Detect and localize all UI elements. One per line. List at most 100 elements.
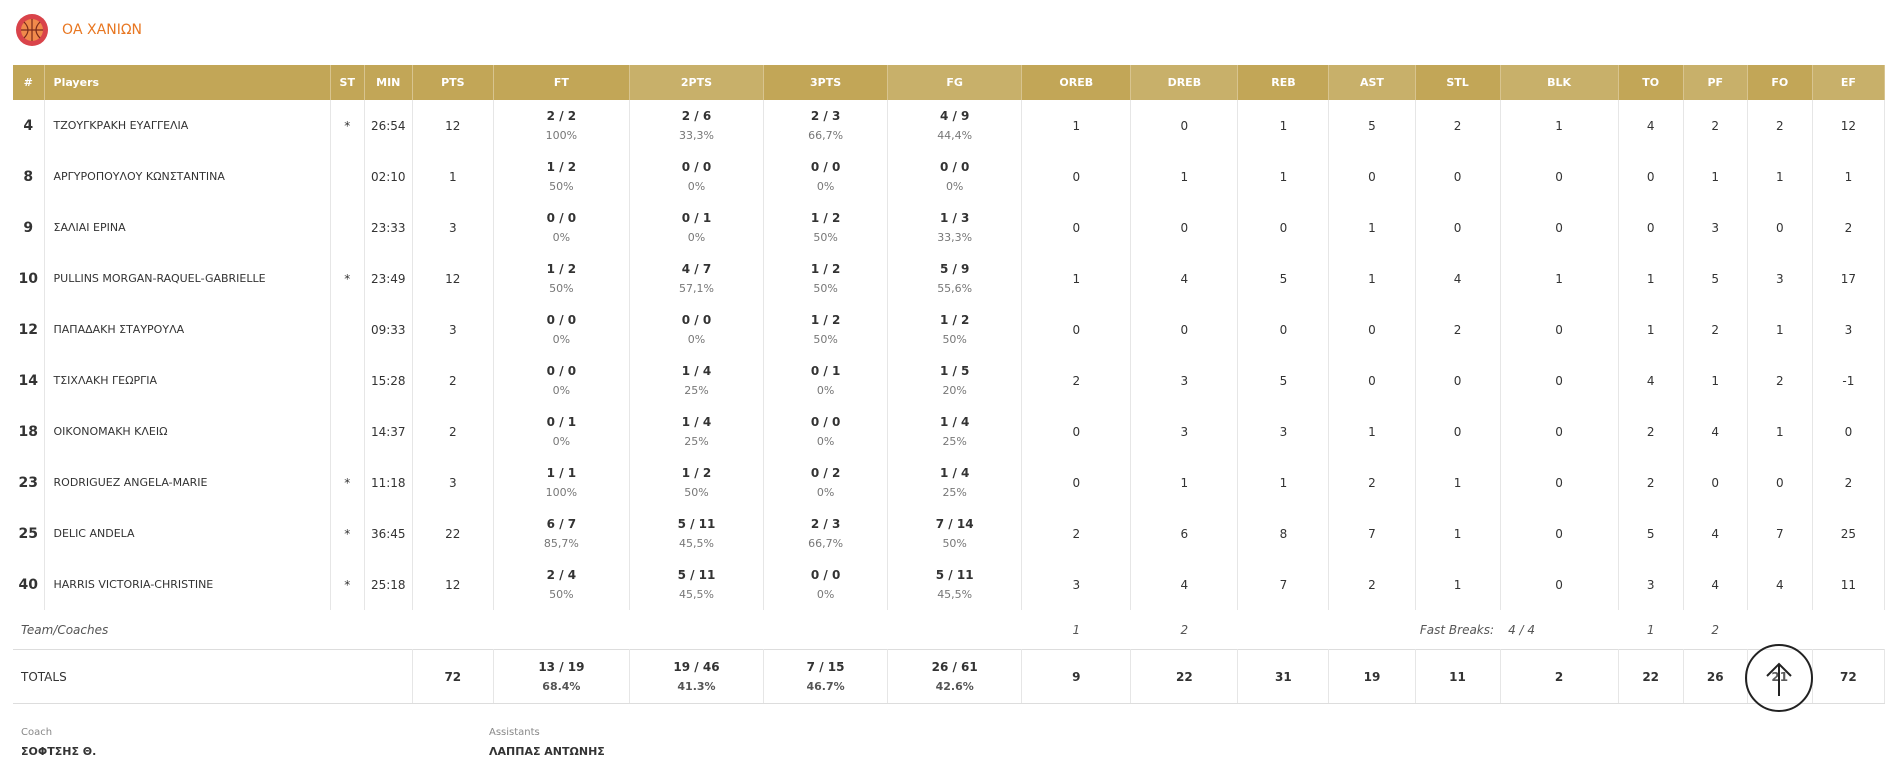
scroll-top-button[interactable] [1745,644,1813,712]
team-header: ΟΑ ΧΑΝΙΩΝ [12,12,142,48]
cell: 1 [1415,457,1501,508]
stat-value: 4 [1453,271,1462,286]
cell: ΟΙΚΟΝΟΜΑΚΗ ΚΛΕΙΩ [44,406,331,457]
shots-pct: 46.7% [806,680,845,693]
shots-pct: 0% [816,384,835,397]
stat-value: 31 [1275,669,1292,684]
stat-value: 12 [18,321,38,338]
shots-pct: 57,1% [679,282,714,295]
cell: 1 / 5 20% [887,355,1023,406]
cell: 2 [1328,559,1416,610]
cell: 0 [1130,304,1239,355]
shots-pct: 0% [945,180,964,193]
column-header: AST [1328,65,1416,100]
cell: HARRIS VICTORIA-CHRISTINE [44,559,331,610]
cell: 0 / 0 0% [629,304,765,355]
column-header: BLK [1500,65,1619,100]
stat-value: 0 [1711,475,1720,490]
column-header: DREB [1130,65,1239,100]
assistants-label: Assistants [489,727,540,738]
stat-value: 3 [1844,322,1853,337]
cell: 1 [1328,253,1416,304]
cell: ΤΣΙΧΛΑΚΗ ΓΕΩΡΓΙΑ [44,355,331,406]
cell: 0 [1021,304,1132,355]
player-row: 4 ΤΖΟΥΓΚΡΑΚΗ ΕΥΑΓΓΕΛΙΑ * 26:54 12 2 / 2 100% 2 … [13,100,1886,151]
cell: 3 [1683,202,1748,253]
cell: 1 / 2 50% [763,202,889,253]
column-header: 2PTS [629,65,765,100]
stat-value: 0 [1368,169,1376,184]
shots-made: 4 / 7 [681,262,712,276]
shots-pct: 44,4% [937,129,973,142]
coach-name: ΣΟΦΤΣΗΣ Θ. [21,745,97,758]
shots-pct: 0% [687,333,706,346]
shots-made: 7 / 14 [935,517,974,531]
cell: 23 [13,457,45,508]
cell: ΤΖΟΥΓΚΡΑΚΗ ΕΥΑΓΓΕΛΙΑ [44,100,331,151]
stat-value: 3 [1775,271,1784,286]
cell: 1 / 2 50% [763,253,889,304]
cell: 10 [13,253,45,304]
stat-value: 9 [23,219,34,236]
stat-value: 0 [1555,373,1563,388]
shots-pct: 68.4% [542,680,581,693]
cell: 0 / 0 0% [493,304,630,355]
fast-breaks-label: Fast Breaks: [1419,622,1495,637]
cell: 1 [1328,202,1416,253]
cell: 1 [1747,406,1813,457]
stat-value: * [344,577,351,592]
stat-value: 22 [1642,669,1660,684]
shots-pct: 45,5% [679,588,714,601]
cell: 2 [1415,304,1501,355]
cell: 0 [1500,151,1619,202]
cell: 14 [13,355,45,406]
shots-pct: 25% [684,384,709,397]
cell: 1 [1130,151,1239,202]
cell: 0 [1415,151,1501,202]
cell: 7 [1747,508,1813,559]
stat-value: 26:54 [370,118,406,133]
cell: 5 / 11 45,5% [887,559,1023,610]
stat-value: 2 [1711,322,1720,337]
team-name: ΟΑ ΧΑΝΙΩΝ [62,22,142,38]
stat-value: 1 [1711,373,1720,388]
cell: DELIC ANDELA [44,508,331,559]
cell: 0 [1130,202,1239,253]
stat-value: 0 [1453,373,1462,388]
stat-value: 2 [1646,424,1655,439]
cell: 0 / 1 0% [629,202,765,253]
cell: 5 [1237,355,1330,406]
cell: 3 [412,202,494,253]
stat-value: 0 [1180,118,1189,133]
cell: 3 [1021,559,1132,610]
cell: 19 [1328,649,1416,704]
cell: 0 [1237,202,1330,253]
cell: 2 [1683,100,1748,151]
cell: * [330,100,365,151]
stat-value: 25 [18,525,38,542]
cell: 5 [1328,100,1416,151]
stat-value: 1 [1279,118,1288,133]
shots-pct: 50% [549,588,574,601]
stat-value: 2 [1775,373,1784,388]
stat-value: 0 [1844,424,1853,439]
player-row: 40 HARRIS VICTORIA-CHRISTINE * 25:18 12 2 / 4… [13,559,1886,610]
cell: 1 [1237,100,1330,151]
cell: 1 [1646,622,1655,637]
stat-value: 1 [1368,271,1376,286]
cell: 1 / 4 25% [887,457,1023,508]
stat-value: 1 [1180,475,1189,490]
stat-value: 2 [1646,475,1655,490]
shots-made: 5 / 11 [677,568,716,582]
cell: 25 [13,508,45,559]
cell: 1 [1683,355,1748,406]
stat-value: 3 [1711,220,1720,235]
cell: 12 [412,253,494,304]
cell: 1 [1747,304,1813,355]
cell: 4 [13,100,45,151]
shots-made: 0 / 1 [681,211,712,225]
cell: 1 [1415,508,1501,559]
stat-value: 1 [1368,220,1376,235]
shots-pct: 55,6% [937,282,973,295]
stat-value: 1 [1453,475,1462,490]
